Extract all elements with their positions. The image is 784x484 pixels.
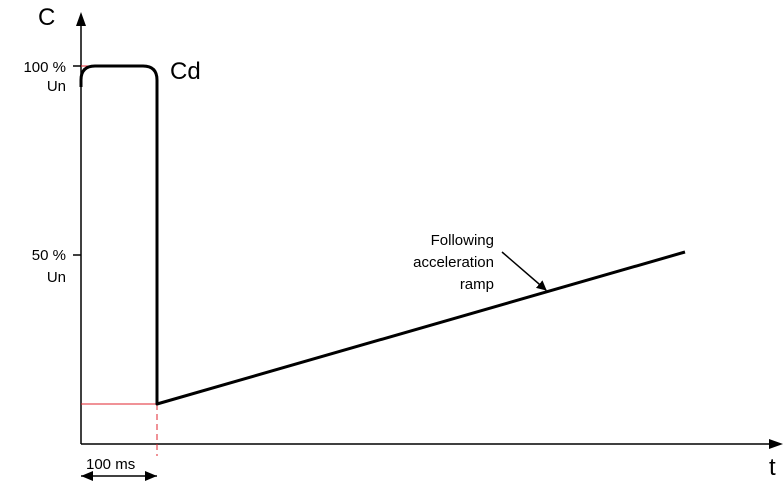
torque-curve xyxy=(79,64,686,406)
curve-label: Cd xyxy=(170,58,201,85)
y-axis-arrowhead xyxy=(76,12,86,26)
y-tick-100-line1: 100 % xyxy=(23,59,66,76)
y-tick-50-line2: Un xyxy=(46,269,66,286)
y-tick-100-line2: Un xyxy=(46,78,66,95)
annotation-line2: acceleration xyxy=(413,254,494,271)
y-tick-50-line1: 50 % xyxy=(31,247,66,264)
annotation-line3: ramp xyxy=(459,276,494,293)
x-axis-arrowhead xyxy=(769,439,783,449)
duration-arrowhead-left xyxy=(81,471,93,481)
y-axis-label: C xyxy=(38,4,56,31)
annotation-line1: Following xyxy=(430,232,494,249)
x-axis-label: t xyxy=(769,454,776,481)
duration-label: 100 ms xyxy=(86,456,136,473)
duration-arrowhead-right xyxy=(145,471,157,481)
annotation-arrow xyxy=(501,251,547,291)
